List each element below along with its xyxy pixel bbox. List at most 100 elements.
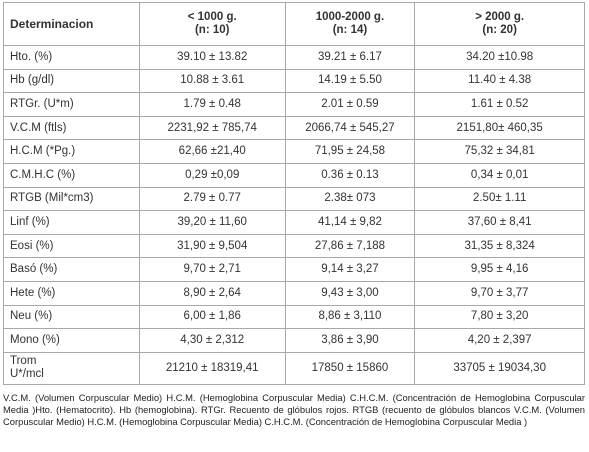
cell-line: 3,86 ± 3,90 — [321, 333, 379, 346]
cell-line: 17850 ± 15860 — [311, 361, 389, 374]
table-row: RTGr. (U*m) 1.79 ± 0.48 2.01 ± 0.59 1.61 ± … — [3, 92, 585, 117]
cell-line: 9,95 ± 4,16 — [470, 263, 529, 276]
value-cell: 10.88 ± 3.61 — [138, 68, 286, 94]
value-cell: 1.79 ± 0.48 — [138, 92, 286, 117]
cell-line: 14.19 ± 5.50 — [318, 74, 382, 87]
cell-line: Linf (%) — [10, 215, 50, 228]
cell-line: 8,86 ± 3,110 — [318, 310, 382, 323]
value-cell: 9,43 ± 3,00 — [284, 280, 416, 306]
value-cell: 2.38± 073 — [284, 186, 416, 212]
value-cell: 27,86 ± 7,188 — [284, 233, 416, 259]
value-cell: 2066,74 ± 545,27 — [284, 115, 416, 141]
cell-line: V.C.M (ftls) — [10, 121, 67, 134]
cell-line: 2.79 ± 0.77 — [183, 192, 241, 205]
cell-line: > 2000 g. — [475, 11, 525, 23]
cell-line: 31,90 ± 9,504 — [177, 239, 248, 252]
header-cell: < 1000 g. (n: 10) — [138, 2, 286, 46]
value-cell: 39,20 ± 11,60 — [138, 210, 286, 235]
cell-line: Eosi (%) — [10, 239, 54, 252]
cell-line: 2.01 ± 0.59 — [321, 97, 379, 110]
value-cell: 33705 ± 19034,30 — [414, 351, 585, 385]
cell-line: 7,80 ± 3,20 — [470, 310, 529, 323]
value-cell: 8,90 ± 2,64 — [138, 280, 286, 306]
cell-line: 2151,80± 460,35 — [456, 121, 543, 134]
cell-line: 62,66 ±21,40 — [178, 145, 246, 158]
footnote: V.C.M. (Volumen Corpuscular Medio) H.C.M… — [3, 392, 585, 427]
cell-line: Mono (%) — [10, 333, 60, 346]
value-cell: 2231,92 ± 785,74 — [138, 115, 286, 141]
cell-line: 34.20 ±10.98 — [466, 50, 534, 63]
value-cell: 41,14 ± 9,82 — [284, 210, 416, 235]
row-label: Mono (%) — [3, 328, 140, 353]
value-cell: 39.10 ± 13.82 — [138, 45, 286, 70]
cell-line: 39,20 ± 11,60 — [177, 215, 247, 228]
cell-line: Hete (%) — [10, 286, 56, 299]
cell-line: 1.61 ± 0.52 — [470, 97, 529, 110]
value-cell: 2151,80± 460,35 — [414, 115, 585, 141]
value-cell: 4,30 ± 2,312 — [138, 328, 286, 353]
cell-line: Determinacion — [10, 16, 94, 31]
value-cell: 39.21 ± 6.17 — [284, 45, 416, 70]
value-cell: 17850 ± 15860 — [284, 351, 416, 385]
table-row: Neu (%) 6,00 ± 1,86 8,86 ± 3,110 7,80 ± 3,2… — [3, 304, 585, 330]
cell-line: 2.50± 1.11 — [472, 192, 527, 205]
value-cell: 9,14 ± 3,27 — [284, 257, 416, 282]
value-cell: 2.01 ± 0.59 — [284, 92, 416, 117]
cell-line: 1.79 ± 0.48 — [183, 97, 241, 110]
row-label: Hto. (%) — [3, 45, 140, 70]
table-row: Linf (%) 39,20 ± 11,60 41,14 ± 9,82 37,60 ±… — [3, 210, 585, 235]
table-row: Hto. (%) 39.10 ± 13.82 39.21 ± 6.17 34.20 ±… — [3, 45, 585, 70]
table-body: Hto. (%) 39.10 ± 13.82 39.21 ± 6.17 34.20 ±… — [3, 45, 585, 385]
cell-line: 37,60 ± 8,41 — [467, 215, 532, 228]
value-cell: 14.19 ± 5.50 — [284, 68, 416, 94]
cell-line: 2231,92 ± 785,74 — [167, 121, 257, 134]
row-label: Hb (g/dl) — [3, 68, 140, 94]
cell-line: Hto. (%) — [10, 50, 53, 63]
value-cell: 31,35 ± 8,324 — [414, 233, 585, 259]
value-cell: 71,95 ± 24,58 — [284, 139, 416, 164]
cell-line: 1000-2000 g. — [315, 11, 385, 23]
cell-line: 4,20 ± 2,397 — [467, 333, 532, 346]
row-label: RTGr. (U*m) — [3, 92, 140, 117]
cell-line: 4,30 ± 2,312 — [180, 333, 245, 346]
table-row: Hete (%) 8,90 ± 2,64 9,43 ± 3,00 9,70 ± 3,7… — [3, 280, 585, 306]
cell-line: (n: 20) — [482, 24, 517, 36]
cell-line: 27,86 ± 7,188 — [314, 239, 386, 252]
cell-line: RTGB (Mil*cm3) — [10, 192, 94, 205]
cell-line: 2.38± 073 — [324, 192, 376, 205]
cell-line: Basó (%) — [10, 263, 58, 276]
table-row: Hb (g/dl) 10.88 ± 3.61 14.19 ± 5.50 11.40 ±… — [3, 68, 585, 94]
header-cell: Determinacion — [3, 2, 140, 46]
value-cell: 8,86 ± 3,110 — [284, 304, 416, 330]
table-row: C.M.H.C (%) 0,29 ±0,09 0.36 ± 0.13 0,34 ± 0… — [3, 162, 585, 188]
header-row: Determinacion < 1000 g. (n: 10) 1000-2000 g… — [3, 2, 585, 46]
row-label: RTGB (Mil*cm3) — [3, 186, 140, 212]
cell-line: 9,70 ± 2,71 — [183, 263, 241, 276]
row-label: C.M.H.C (%) — [3, 162, 140, 188]
value-cell: 9,95 ± 4,16 — [414, 257, 585, 282]
value-cell: 9,70 ± 2,71 — [138, 257, 286, 282]
cell-line: 8,90 ± 2,64 — [183, 286, 241, 299]
row-label: Hete (%) — [3, 280, 140, 306]
cell-line: 39.21 ± 6.17 — [318, 50, 382, 63]
value-cell: 37,60 ± 8,41 — [414, 210, 585, 235]
cell-line: 33705 ± 19034,30 — [453, 361, 546, 374]
value-cell: 2.50± 1.11 — [414, 186, 585, 212]
row-label: Basó (%) — [3, 257, 140, 282]
cell-line: RTGr. (U*m) — [10, 97, 74, 110]
cell-line: C.M.H.C (%) — [10, 168, 76, 181]
header-cell: 1000-2000 g. (n: 14) — [284, 2, 416, 46]
row-label: V.C.M (ftls) — [3, 115, 140, 141]
cell-line: 41,14 ± 9,82 — [318, 215, 382, 228]
value-cell: 1.61 ± 0.52 — [414, 92, 585, 117]
cell-line: 6,00 ± 1,86 — [183, 310, 241, 323]
table-row: RTGB (Mil*cm3) 2.79 ± 0.77 2.38± 073 2.50± … — [3, 186, 585, 212]
cell-line: 0.36 ± 0.13 — [321, 168, 379, 181]
cell-line: 9,14 ± 3,27 — [321, 263, 379, 276]
value-cell: 34.20 ±10.98 — [414, 45, 585, 70]
value-cell: 11.40 ± 4.38 — [414, 68, 585, 94]
cell-line: 21210 ± 18319,41 — [165, 361, 259, 374]
table-row: Eosi (%) 31,90 ± 9,504 27,86 ± 7,188 31,35 … — [3, 233, 585, 259]
table-row: V.C.M (ftls) 2231,92 ± 785,74 2066,74 ± 54… — [3, 115, 585, 141]
cell-line: 0,34 ± 0,01 — [470, 168, 529, 181]
